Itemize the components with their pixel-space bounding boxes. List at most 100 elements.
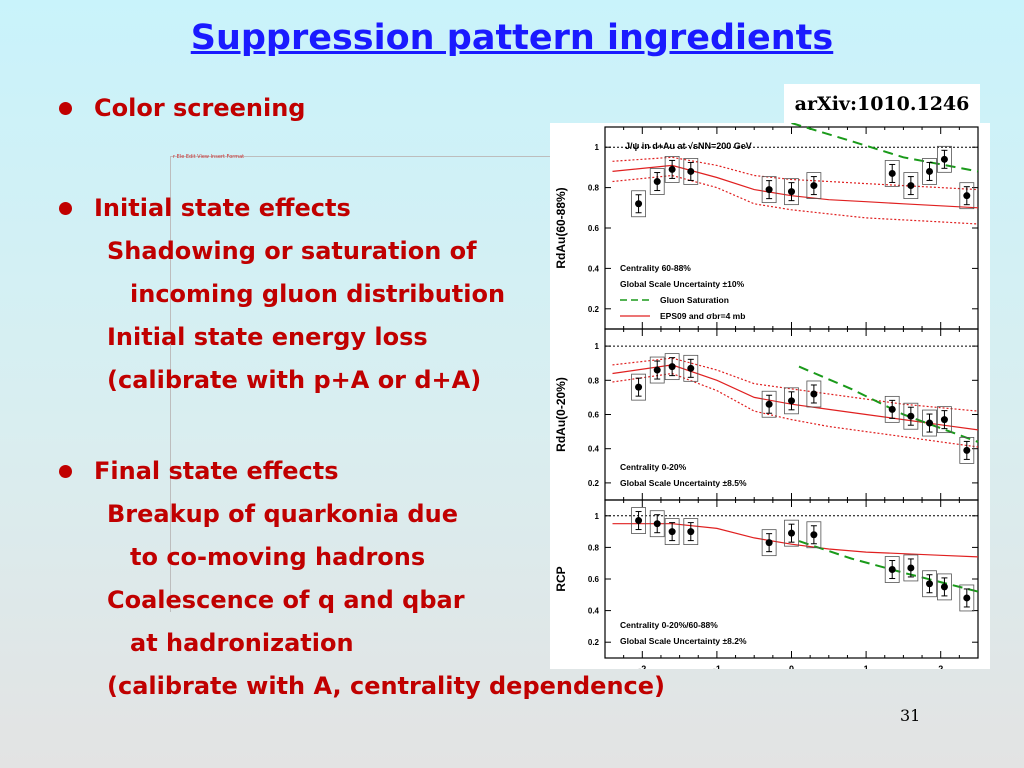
systematic-box: [664, 518, 680, 546]
data-point: [788, 397, 795, 405]
y-axis-label: RdAu(60-88%): [554, 187, 568, 268]
x-tick-label: 0: [789, 664, 794, 669]
data-point: [687, 528, 695, 536]
data-point: [687, 167, 695, 175]
systematic-box: [884, 160, 900, 187]
systematic-box: [761, 390, 777, 418]
y-axis-label: RdAu(0-20%): [554, 377, 568, 452]
y-tick-label: 0.2: [588, 305, 600, 314]
data-point: [653, 178, 661, 186]
x-tick-label: -2: [638, 664, 646, 669]
data-point: [888, 566, 896, 574]
arxiv-label: arXiv:1010.1246: [784, 84, 980, 124]
data-point: [810, 390, 818, 398]
bullet-dot: [59, 202, 72, 215]
data-point: [635, 383, 643, 391]
bullet-sub-line: (calibrate with p+A or d+A): [107, 366, 482, 394]
bullet-heading-color-screening: Color screening: [94, 94, 306, 122]
bullet-sub-line: Coalescence of q and qbar: [107, 586, 465, 614]
data-point: [668, 528, 676, 536]
data-point: [926, 167, 934, 175]
systematic-box: [649, 510, 665, 538]
bullet-sub-line: incoming gluon distribution: [130, 280, 506, 308]
data-point: [765, 539, 773, 547]
y-tick-label: 0.2: [588, 479, 600, 488]
annotation: Centrality 60-88%: [620, 263, 691, 273]
annotation: Global Scale Uncertainty ±8.5%: [620, 478, 747, 488]
systematic-box: [664, 156, 680, 183]
data-point: [687, 364, 695, 372]
systematic-box: [784, 387, 799, 415]
systematic-box: [903, 554, 919, 582]
systematic-box: [631, 507, 646, 534]
systematic-box: [784, 178, 799, 206]
systematic-box: [649, 356, 665, 384]
systematic-box: [806, 380, 822, 408]
data-point: [963, 192, 971, 200]
y-tick-label: 0.6: [588, 411, 600, 420]
y-axis-label: RCP: [554, 566, 568, 591]
y-tick-label: 1: [595, 512, 600, 521]
figure-panel: 1 0.8 0.6 0.4 0.2 RdAu(60-88%) J/ψ in d+Au at …: [550, 123, 990, 669]
eps09-curve: [612, 164, 979, 209]
data-point: [963, 446, 971, 454]
bullet-sub-line: at hadronization: [130, 629, 354, 657]
gluon-saturation-curve: [798, 365, 979, 443]
systematic-box: [959, 182, 975, 210]
slide-title: Suppression pattern ingredients: [190, 18, 834, 58]
annotation: Global Scale Uncertainty ±10%: [620, 279, 745, 289]
data-point: [926, 580, 934, 588]
systematic-box: [683, 354, 699, 382]
annotation: Global Scale Uncertainty ±8.2%: [620, 636, 747, 646]
data-point: [765, 186, 773, 194]
data-point: [940, 416, 948, 424]
systematic-box: [761, 176, 777, 204]
y-tick-label: 1: [595, 342, 600, 351]
systematic-box: [631, 373, 646, 401]
data-point: [888, 169, 896, 177]
bullet-dot: [59, 102, 72, 115]
bullet-sub-line: to co-moving hadrons: [130, 543, 426, 571]
y-tick-label: 0.4: [588, 607, 600, 616]
data-point: [653, 366, 661, 374]
systematic-box: [922, 158, 937, 185]
bullet-sub-line: Breakup of quarkonia due: [107, 500, 458, 528]
data-point: [810, 531, 818, 539]
legend-entry: EPS09 and σbr=4 mb: [660, 311, 745, 321]
systematic-box: [959, 584, 975, 612]
systematic-box: [903, 172, 919, 199]
systematic-box: [922, 409, 937, 437]
data-point: [926, 419, 934, 427]
systematic-box: [664, 353, 680, 381]
data-point: [653, 520, 661, 528]
data-point: [635, 517, 643, 525]
x-axis-label: y: [977, 667, 984, 669]
systematic-box: [683, 518, 699, 546]
systematic-box: [937, 145, 952, 173]
data-point: [940, 583, 948, 591]
plot-frame: [604, 328, 979, 501]
data-point: [788, 188, 795, 196]
bullet-heading-initial-state: Initial state effects: [94, 194, 351, 222]
y-tick-label: 0.8: [588, 376, 600, 385]
rdau-figure: 1 0.8 0.6 0.4 0.2 RdAu(60-88%) J/ψ in d+Au at …: [554, 123, 984, 669]
ghost-text: r Ele Edit View Insert Format: [173, 154, 245, 160]
eps09-band-lower: [612, 372, 979, 448]
data-point: [788, 529, 795, 537]
legend-entry: Gluon Saturation: [660, 295, 729, 305]
systematic-box: [884, 556, 900, 583]
systematic-box: [884, 395, 900, 423]
eps09-curve: [612, 523, 979, 558]
systematic-box: [649, 168, 665, 195]
data-point: [635, 200, 643, 208]
chart-title: J/ψ in d+Au at √sNN=200 GeV: [625, 141, 752, 151]
x-tick-label: 1: [864, 664, 869, 669]
systematic-box: [683, 158, 699, 185]
systematic-box: [937, 406, 952, 434]
systematic-box: [784, 519, 799, 547]
data-point: [907, 564, 915, 572]
y-tick-label: 0.6: [588, 575, 600, 584]
systematic-box: [761, 529, 777, 557]
data-point: [907, 412, 915, 420]
data-point: [888, 405, 896, 413]
